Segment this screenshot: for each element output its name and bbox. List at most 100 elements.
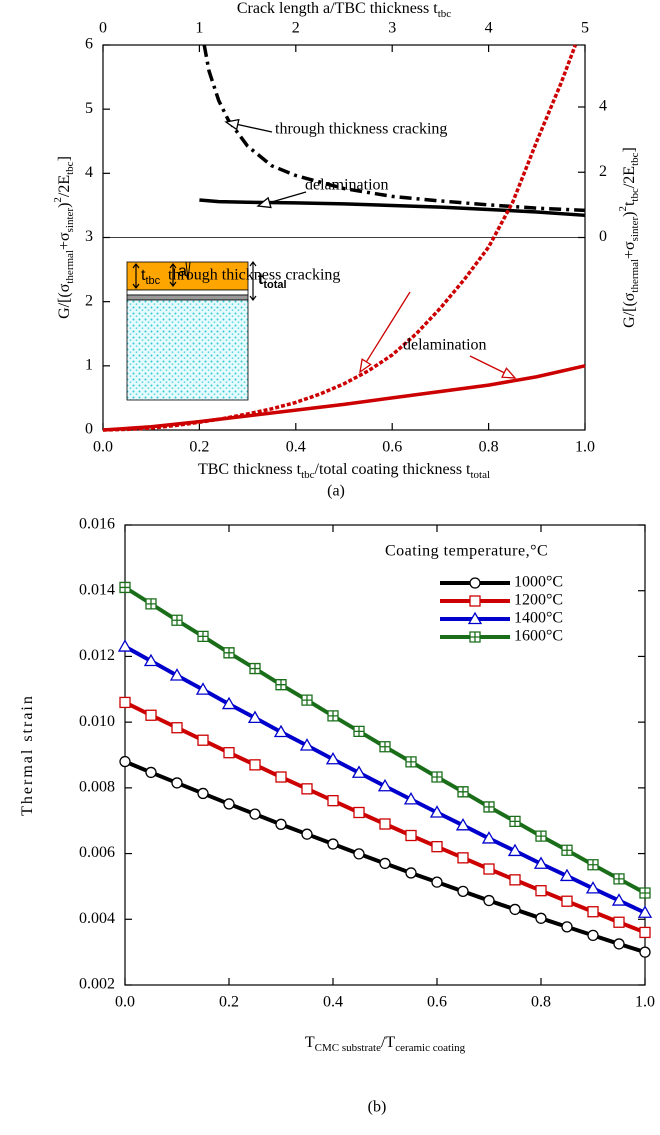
y-axis-label: G/[(σthermal+σsinter)2/2Etbc] (52, 156, 76, 319)
legend-label: 1200°C (514, 592, 563, 609)
marker (145, 598, 157, 610)
label-part: ) (621, 212, 638, 217)
marker (405, 756, 417, 768)
y-tick-label: 4 (85, 164, 93, 181)
marker (249, 759, 261, 771)
panel-label: (b) (368, 1099, 387, 1116)
marker (469, 631, 481, 643)
label-part: Thermal strain (19, 694, 36, 816)
marker (483, 863, 495, 875)
marker (533, 856, 549, 869)
x2-tick-label: 4 (485, 20, 493, 37)
x-tick-label: 0.6 (382, 439, 402, 456)
label-part: t (258, 271, 264, 288)
marker (457, 852, 469, 864)
x2-tick-label: 0 (99, 20, 107, 37)
marker (171, 777, 183, 789)
x-axis-label: TBC thickness ttbc/total coating thickne… (198, 461, 490, 481)
marker (469, 595, 481, 607)
marker (249, 662, 261, 675)
marker (301, 783, 313, 795)
marker (535, 885, 547, 897)
x-tick-label: 0.6 (427, 994, 447, 1011)
marker (561, 895, 573, 907)
x-tick-label: 0.4 (323, 994, 343, 1011)
label-part: /2E (56, 175, 73, 197)
label-part: sinter (64, 208, 76, 233)
marker (613, 938, 625, 950)
annotation-arrowhead (256, 196, 272, 209)
marker (249, 808, 261, 820)
marker (429, 805, 445, 818)
x-tick-label: 0.2 (219, 994, 239, 1011)
plot-frame (124, 524, 646, 986)
label-part: /2E (621, 166, 638, 188)
marker (301, 694, 313, 706)
marker (457, 786, 469, 798)
marker (469, 577, 481, 589)
marker (639, 887, 651, 899)
marker (481, 831, 497, 844)
label-part: t (621, 201, 638, 206)
x-tick-label: 0.0 (93, 439, 113, 456)
label-part: total (470, 469, 490, 481)
marker (221, 696, 237, 710)
label-part: thermal (64, 250, 76, 284)
marker (535, 830, 547, 842)
marker (509, 815, 521, 828)
marker (587, 929, 599, 942)
y-tick-label: 0.012 (79, 647, 115, 664)
annotation: through thickness cracking (168, 267, 340, 284)
marker (379, 741, 391, 753)
marker (457, 885, 469, 898)
x-axis-label: TCMC substrate/Tceramic coating (305, 1034, 466, 1054)
y-tick-label: 0.002 (79, 976, 115, 993)
marker (377, 778, 393, 792)
label-part: G/[(σ (56, 283, 73, 319)
x2-tick-label: 5 (581, 20, 589, 37)
marker (275, 679, 287, 691)
series-line (199, 198, 586, 218)
marker (613, 916, 625, 928)
marker (585, 881, 601, 894)
x2-tick-label: 3 (388, 20, 396, 37)
inset-label: ttotal (258, 271, 287, 291)
marker (117, 639, 133, 652)
marker (613, 873, 625, 885)
annotation-arrowhead (501, 367, 517, 379)
marker (405, 829, 417, 842)
marker (483, 801, 495, 813)
y-tick-label: 0.014 (79, 581, 115, 598)
marker (379, 857, 391, 870)
label-part: TBC thickness t (198, 461, 302, 478)
marker (171, 722, 183, 734)
panel-label: (a) (327, 483, 345, 500)
annotation-arrow (237, 123, 273, 133)
label-part: T (305, 1034, 315, 1051)
marker (327, 795, 339, 807)
y-tick-label: 0.004 (79, 910, 115, 927)
label-part: tbc (629, 152, 641, 166)
y2-tick-label: 2 (599, 163, 607, 180)
y-axis-label: Thermal strain (19, 694, 36, 816)
marker (223, 647, 235, 659)
marker (119, 581, 131, 594)
label-part: 2 (52, 197, 64, 203)
marker (353, 725, 365, 737)
marker (483, 894, 495, 907)
marker (431, 841, 443, 853)
marker (637, 905, 653, 918)
marker (455, 818, 471, 831)
label-part: tbc (629, 188, 641, 202)
marker (301, 828, 313, 840)
y-tick-label: 3 (85, 228, 93, 245)
marker (195, 682, 211, 695)
marker (327, 710, 339, 722)
legend-label: 1400°C (514, 610, 563, 627)
x-tick-label: 0.0 (115, 994, 135, 1011)
x-tick-label: 1.0 (635, 994, 655, 1011)
x-tick-label: 1.0 (575, 439, 595, 456)
marker (587, 859, 599, 871)
marker (145, 709, 157, 721)
y-tick-label: 1 (85, 357, 93, 374)
